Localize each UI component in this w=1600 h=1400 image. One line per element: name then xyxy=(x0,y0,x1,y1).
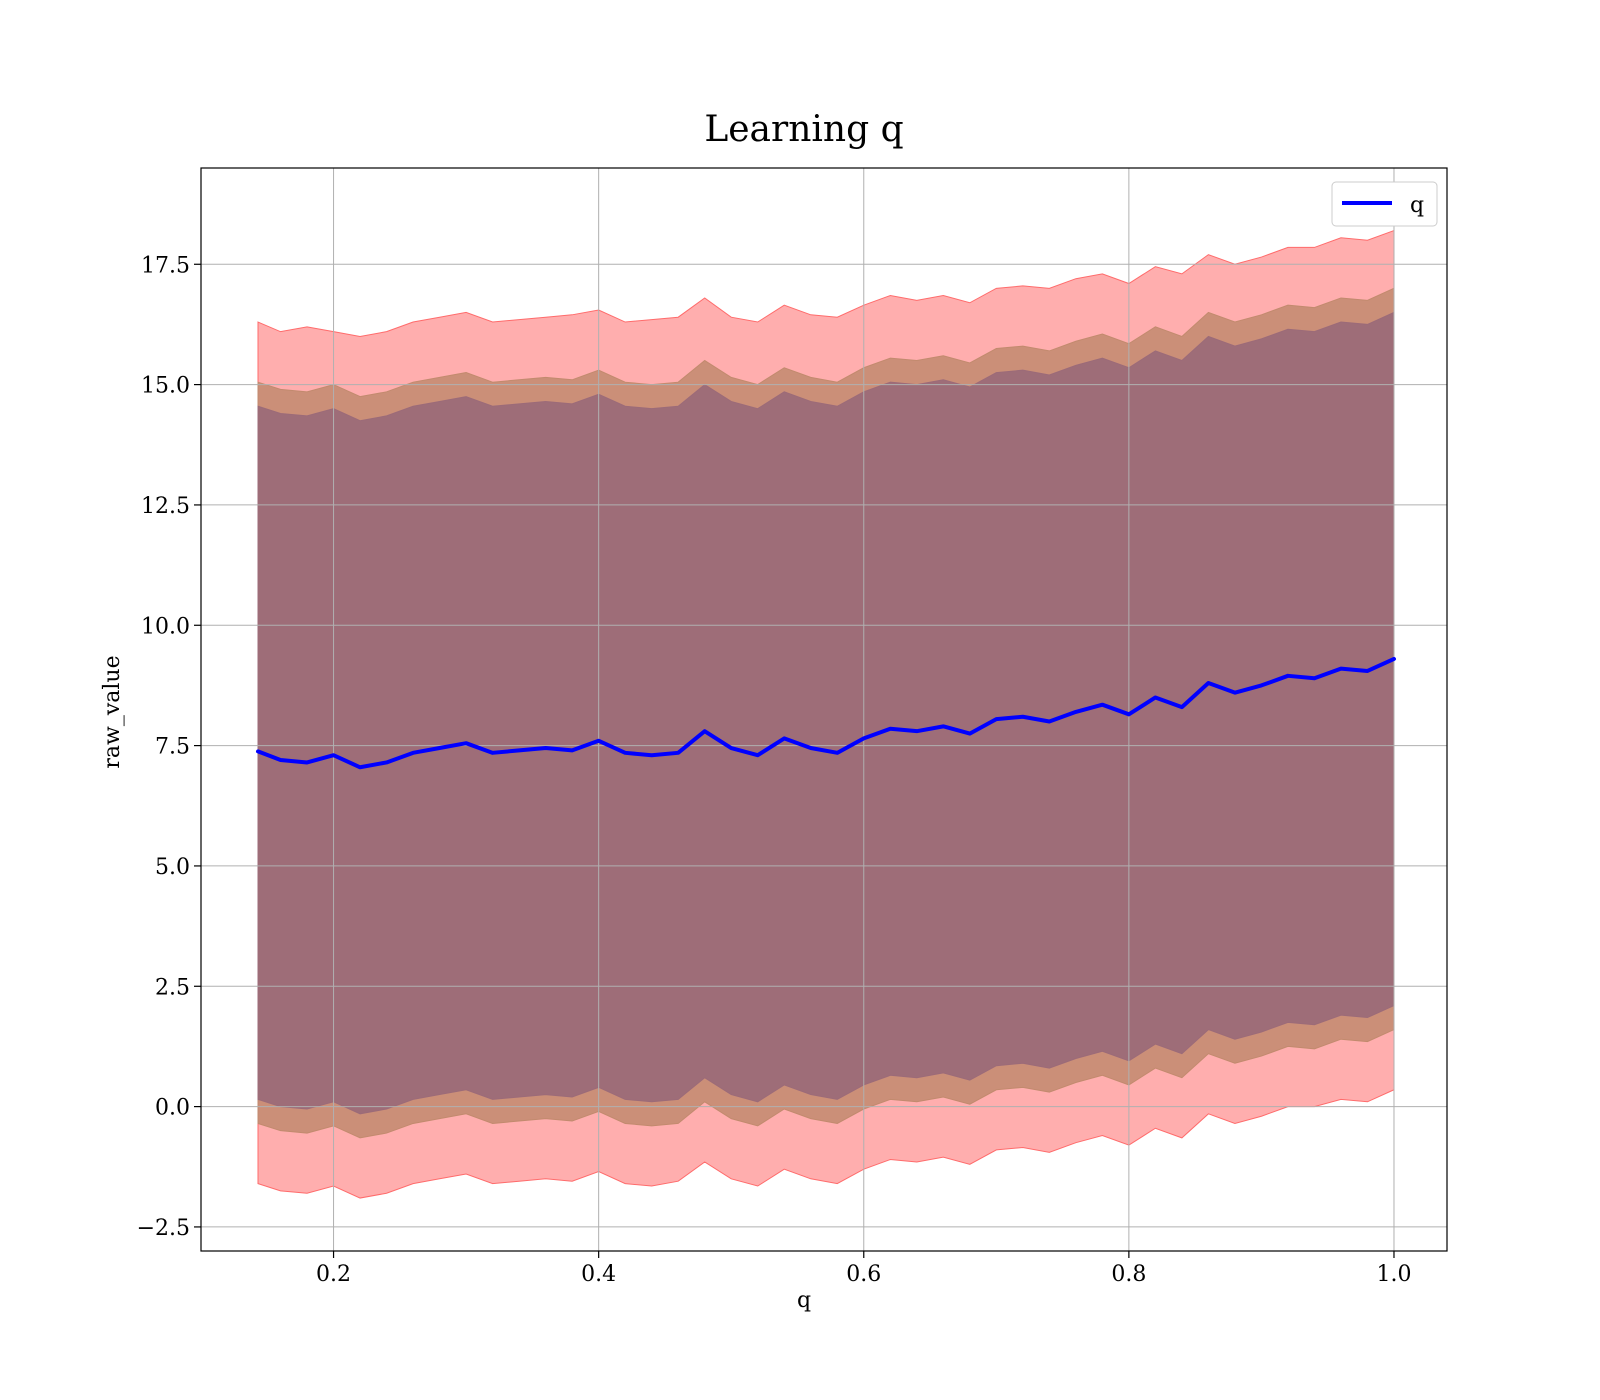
x-tick-label: 0.4 xyxy=(581,1262,616,1287)
legend: q xyxy=(1331,181,1438,227)
plot-area: 0.2 0.4 0.6 0.8 1.0 −2.5 0.0 2.5 5.0 7.5 10.0 12.5 1… xyxy=(137,167,1448,1287)
y-tick-label: 2.5 xyxy=(155,975,190,1000)
band-inner xyxy=(257,311,1395,1115)
y-tick-label: 12.5 xyxy=(141,494,190,519)
plot-frame xyxy=(200,167,1448,1252)
x-tick-label: 1.0 xyxy=(1376,1262,1411,1287)
y-tick-label: 17.5 xyxy=(141,253,190,278)
x-axis-label: q xyxy=(797,1288,811,1313)
y-tick-label: 0.0 xyxy=(155,1096,190,1121)
y-tick-label: 15.0 xyxy=(141,374,190,399)
y-tick-label: 5.0 xyxy=(155,855,190,880)
y-tick-label: 10.0 xyxy=(141,614,190,639)
x-tick-label: 0.8 xyxy=(1111,1262,1146,1287)
y-axis-label: raw_value xyxy=(100,655,125,768)
y-tick-label: 7.5 xyxy=(155,735,190,760)
chart-title: Learning q xyxy=(704,109,903,150)
series-line-q xyxy=(256,656,1396,770)
legend-label-q: q xyxy=(1410,193,1424,218)
y-tick-label: −2.5 xyxy=(137,1216,190,1241)
x-tick-label: 0.2 xyxy=(316,1262,351,1287)
x-tick-label: 0.6 xyxy=(846,1262,881,1287)
